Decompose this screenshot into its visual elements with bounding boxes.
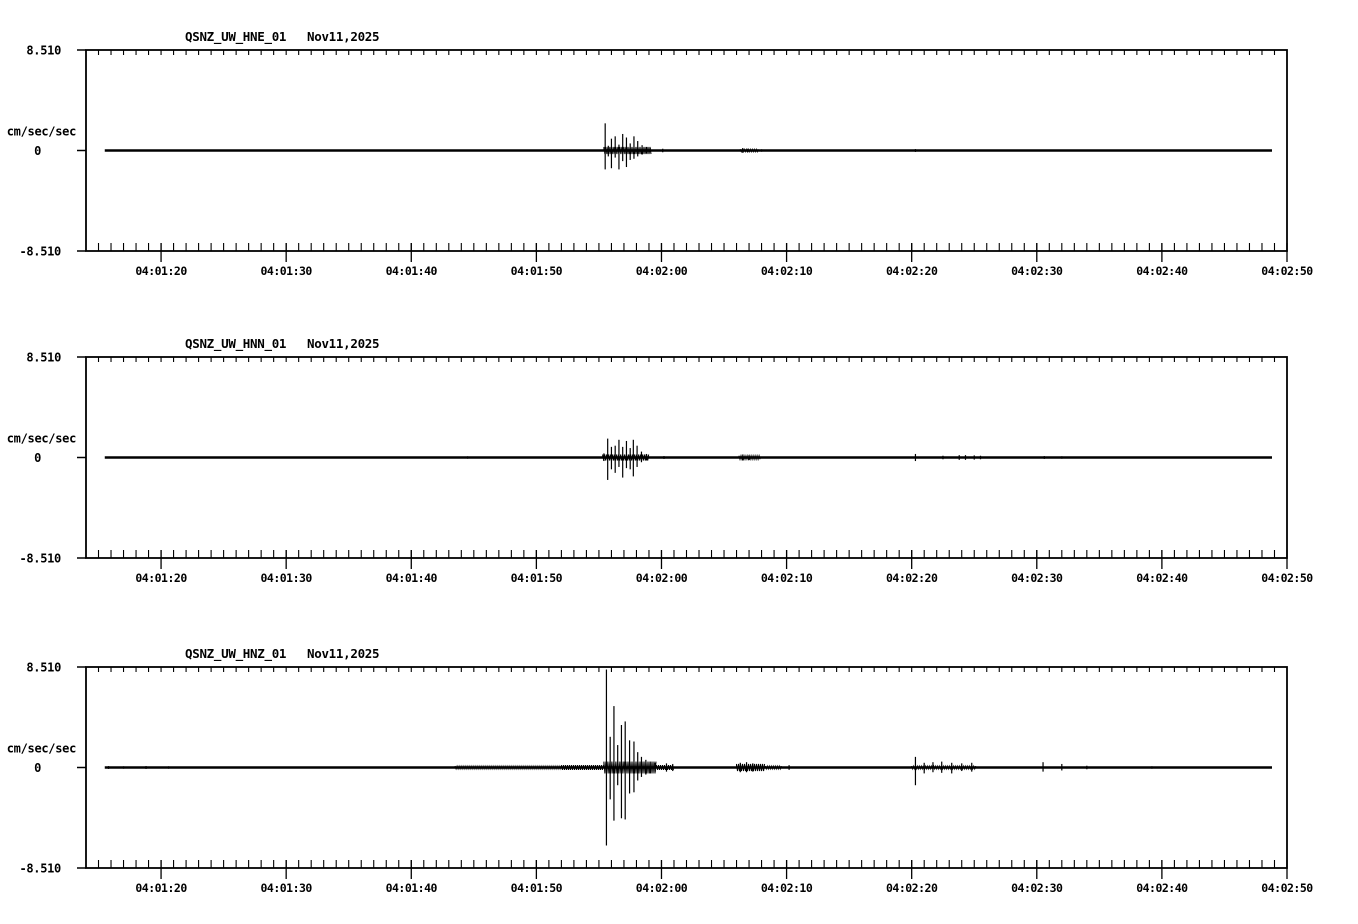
y-axis-unit-label: cm/sec/sec [7,125,76,139]
x-ticks: 04:01:20 04:01:30 04:01:40 04:01:50 04:02:00… [135,243,1314,278]
x-tick-label: 04:01:30 [260,881,312,895]
x-tick-label: 04:01:50 [511,571,563,585]
x-tick-label: 04:01:50 [511,264,563,278]
y-ticks: 8.510 0 -8.510 [19,44,86,259]
panel-qsnz_uw_hnz_01: QSNZ_UW_HNZ_01 Nov11,2025 cm/sec/sec 8.510 0… [7,646,1314,895]
panel-title-station: QSNZ_UW_HNN_01 [185,336,286,352]
x-tick-label: 04:02:00 [636,264,688,278]
x-tick-label: 04:02:30 [1011,571,1063,585]
y-tick-label: 0 [34,451,41,465]
trace-spikes [127,123,917,170]
y-tick-label: -8.510 [19,552,61,566]
x-tick-label: 04:02:20 [886,881,938,895]
x-tick-label: 04:02:50 [1261,264,1313,278]
y-tick-label: 8.510 [26,661,61,675]
y-tick-label: 8.510 [26,351,61,365]
y-axis-unit-label: cm/sec/sec [7,742,76,756]
trace-spikes [107,669,1153,846]
x-tick-label: 04:02:10 [761,264,813,278]
y-axis-unit-label: cm/sec/sec [7,432,76,446]
x-tick-label: 04:02:20 [886,264,938,278]
trace-spikes [127,438,1063,480]
y-tick-label: -8.510 [19,862,61,876]
x-tick-label: 04:02:50 [1261,571,1313,585]
panel-title-station: QSNZ_UW_HNE_01 [185,29,286,45]
x-tick-label: 04:01:40 [386,881,438,895]
panel-title-date: Nov11,2025 [307,646,379,661]
x-tick-label: 04:02:10 [761,571,813,585]
panel-qsnz_uw_hne_01: QSNZ_UW_HNE_01 Nov11,2025 cm/sec/sec 8.510 0… [7,29,1314,278]
y-tick-label: -8.510 [19,245,61,259]
x-ticks: 04:01:20 04:01:30 04:01:40 04:01:50 04:02:00… [135,860,1314,895]
x-tick-label: 04:01:30 [260,264,312,278]
panel-title-date: Nov11,2025 [307,336,379,351]
panel-title-date: Nov11,2025 [307,29,379,44]
x-tick-label: 04:01:50 [511,881,563,895]
x-tick-label: 04:02:00 [636,571,688,585]
x-tick-label: 04:01:20 [135,881,187,895]
panel-qsnz_uw_hnn_01: QSNZ_UW_HNN_01 Nov11,2025 cm/sec/sec 8.510 0… [7,336,1314,585]
y-tick-label: 0 [34,144,41,158]
y-ticks: 8.510 0 -8.510 [19,661,86,876]
y-tick-label: 0 [34,761,41,775]
x-tick-label: 04:02:30 [1011,264,1063,278]
x-tick-label: 04:02:30 [1011,881,1063,895]
minor-ticks [97,357,1276,558]
x-tick-label: 04:02:10 [761,881,813,895]
y-tick-label: 8.510 [26,44,61,58]
minor-ticks [97,50,1276,251]
panel-title-station: QSNZ_UW_HNZ_01 [185,646,286,662]
x-tick-label: 04:01:20 [135,264,187,278]
x-tick-label: 04:02:40 [1136,881,1188,895]
x-tick-label: 04:02:40 [1136,571,1188,585]
x-tick-label: 04:02:00 [636,881,688,895]
x-tick-label: 04:01:40 [386,264,438,278]
x-tick-label: 04:02:40 [1136,264,1188,278]
x-tick-label: 04:01:40 [386,571,438,585]
x-tick-label: 04:01:30 [260,571,312,585]
y-ticks: 8.510 0 -8.510 [19,351,86,566]
x-ticks: 04:01:20 04:01:30 04:01:40 04:01:50 04:02:00… [135,550,1314,585]
x-tick-label: 04:01:20 [135,571,187,585]
x-tick-label: 04:02:20 [886,571,938,585]
x-tick-label: 04:02:50 [1261,881,1313,895]
